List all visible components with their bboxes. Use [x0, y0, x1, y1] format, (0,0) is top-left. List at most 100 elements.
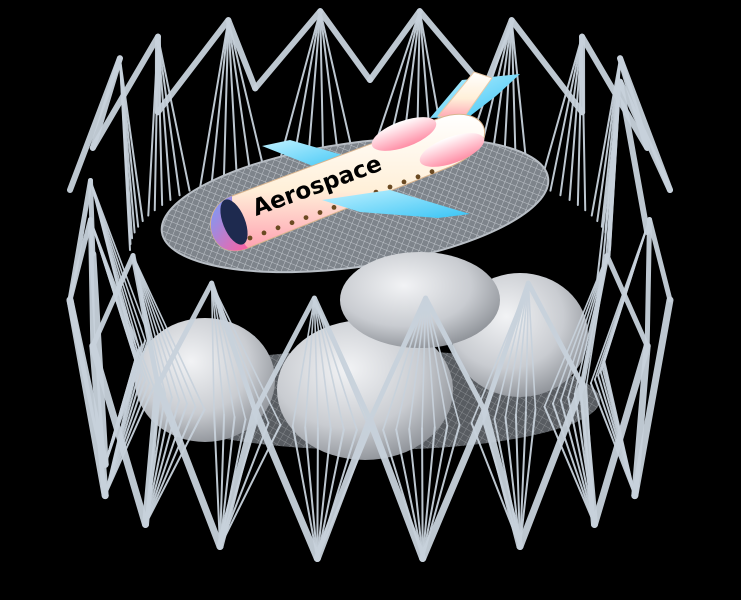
cable [210, 282, 236, 418]
cable [424, 297, 461, 426]
strut [644, 217, 653, 349]
front-strut-layer [66, 177, 674, 562]
window [303, 215, 309, 221]
cable [316, 428, 358, 560]
strut [631, 342, 651, 500]
strut [525, 280, 585, 388]
cable [527, 282, 537, 411]
strut [647, 217, 673, 303]
cable [132, 254, 206, 411]
cable [504, 416, 522, 548]
window [261, 230, 267, 236]
cable [210, 282, 225, 416]
strut [604, 253, 650, 349]
cable [421, 427, 424, 560]
cable [316, 427, 319, 560]
cable [291, 10, 322, 166]
cable [144, 392, 167, 526]
cable [153, 35, 159, 212]
cable [291, 425, 319, 560]
cable [515, 282, 530, 416]
cable [574, 254, 608, 395]
cable [304, 426, 319, 560]
cable [218, 418, 247, 548]
cable [218, 416, 236, 548]
cable [395, 428, 424, 560]
cable [304, 297, 316, 429]
strut [617, 55, 673, 193]
cable [218, 422, 270, 548]
window [429, 169, 435, 175]
window [415, 174, 421, 180]
strut [423, 295, 488, 414]
window [401, 179, 407, 185]
cable [421, 423, 461, 560]
cable [89, 218, 138, 365]
strut [154, 17, 232, 116]
window [275, 225, 281, 231]
strut [66, 296, 109, 468]
strut [366, 416, 427, 562]
cable [210, 282, 258, 423]
cable [199, 19, 230, 188]
cable [579, 389, 596, 526]
strut [367, 8, 423, 83]
cable [316, 428, 345, 560]
cable [313, 297, 345, 431]
airplane-nose-ring [220, 199, 248, 245]
cable [382, 297, 427, 431]
cable [319, 10, 356, 162]
cable [408, 428, 424, 560]
strut [155, 280, 215, 388]
cable [227, 19, 265, 171]
cable [291, 297, 316, 427]
balloon [340, 252, 500, 348]
cable [144, 396, 173, 526]
cable [552, 254, 608, 405]
cable [132, 254, 173, 399]
airplane-near-wing [322, 190, 470, 218]
cable [559, 35, 584, 197]
window [289, 220, 295, 226]
cable [525, 282, 530, 413]
cable [421, 426, 436, 560]
cable [580, 254, 608, 392]
cable [218, 413, 226, 548]
cable [519, 408, 537, 548]
strut [508, 17, 586, 116]
cable [313, 297, 319, 430]
cable [482, 282, 530, 423]
strut [516, 381, 586, 551]
cable [313, 297, 358, 431]
strut [367, 295, 429, 423]
cable [210, 282, 282, 426]
cable [210, 282, 270, 424]
cable [144, 405, 197, 526]
cable [210, 282, 215, 413]
strut [252, 8, 324, 92]
cable [147, 35, 159, 217]
strut [225, 17, 259, 92]
cable [213, 411, 221, 548]
strut [590, 342, 651, 528]
cable [277, 10, 322, 168]
cable [144, 399, 181, 526]
cable [227, 19, 238, 177]
strut [87, 177, 96, 257]
cable [590, 57, 622, 217]
cable [590, 218, 651, 384]
cable [421, 425, 449, 560]
cable [319, 10, 325, 163]
cable [470, 422, 522, 548]
cable [156, 35, 164, 206]
airplane-engine-upper [371, 117, 437, 151]
back-strut-layer [67, 8, 673, 280]
cable [89, 179, 150, 338]
cable [132, 254, 160, 392]
cable [144, 389, 161, 526]
cable [608, 57, 622, 246]
cable [316, 429, 371, 560]
cable [89, 179, 146, 342]
cable [144, 408, 206, 526]
